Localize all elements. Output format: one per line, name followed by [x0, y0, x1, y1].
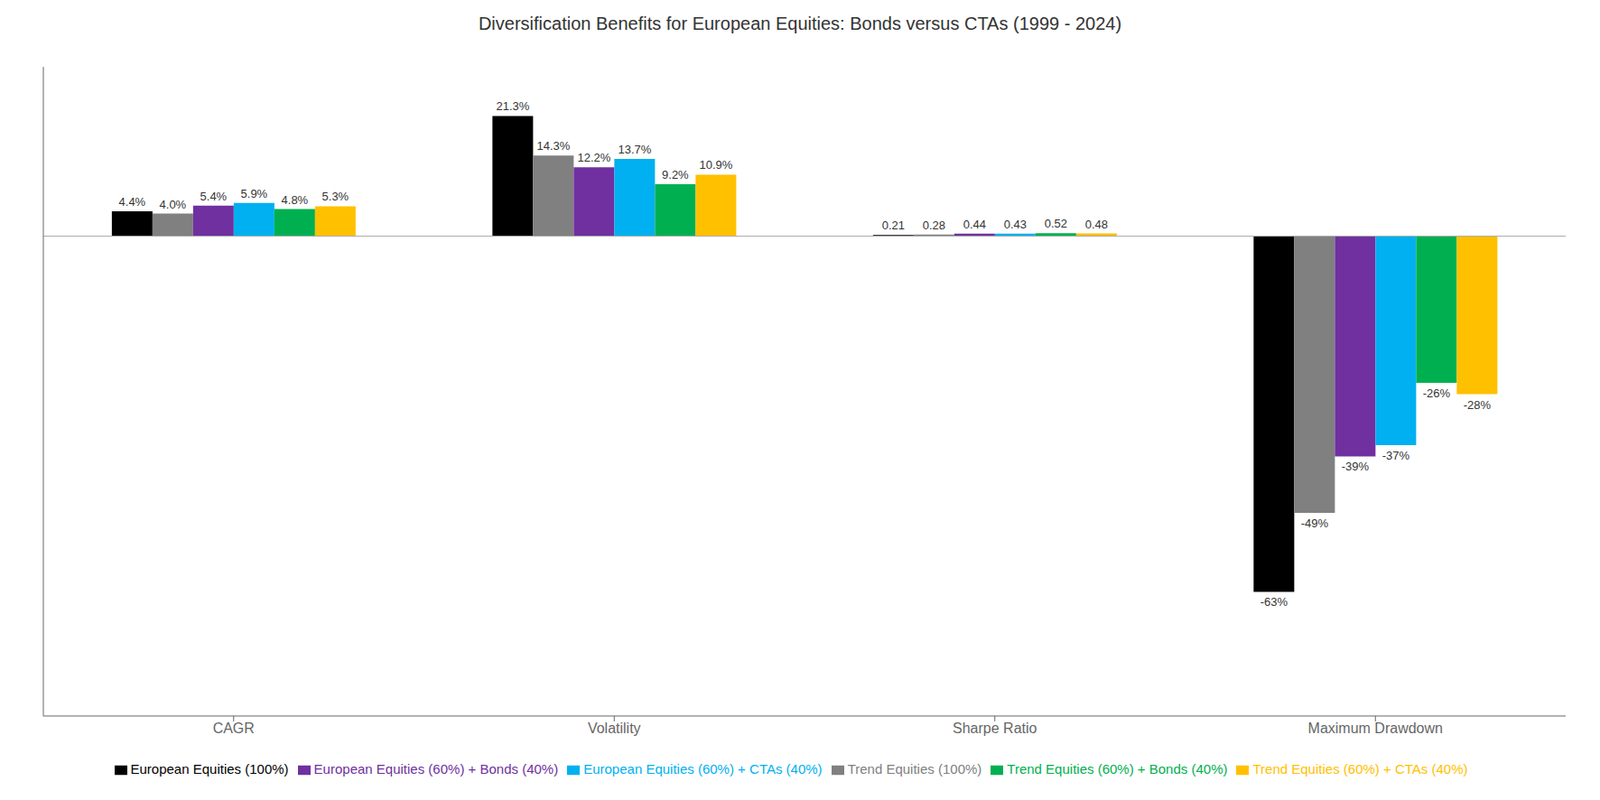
svg-text:9.2%: 9.2% [661, 167, 689, 182]
svg-text:4.4%: 4.4% [119, 195, 147, 209]
svg-text:10.9%: 10.9% [698, 158, 733, 172]
html-text:Diversification Benefits for E: Diversification Benefits for European Eq… [478, 13, 1122, 34]
svg-text:Sharpe Ratio: Sharpe Ratio [952, 720, 1037, 736]
svg-text:-49%: -49% [1301, 516, 1330, 531]
svg-text:0.21: 0.21 [882, 218, 905, 233]
svg-text:13.7%: 13.7% [617, 142, 652, 157]
svg-text:Maximum Drawdown: Maximum Drawdown [1308, 720, 1443, 736]
svg-text:21.3%: 21.3% [495, 99, 530, 113]
html-text:European Equities (60%) + Bond: European Equities (60%) + Bonds (40%) [313, 761, 559, 777]
svg-text:-63%: -63% [1260, 595, 1289, 609]
svg-text:4.8%: 4.8% [281, 193, 309, 207]
svg-text:12.2%: 12.2% [576, 150, 611, 165]
svg-text:-39%: -39% [1341, 459, 1370, 474]
html-text:Trend Equities (60%) + CTAs (4: Trend Equities (60%) + CTAs (40%) [1252, 761, 1468, 777]
svg-text:5.9%: 5.9% [241, 186, 269, 201]
html-text:European Equities (100%): European Equities (100%) [130, 761, 289, 777]
svg-text:0.44: 0.44 [963, 217, 987, 232]
svg-text:-26%: -26% [1423, 386, 1452, 400]
html-text:European Equities (60%) + CTAs: European Equities (60%) + CTAs (40%) [583, 761, 823, 777]
svg-text:-28%: -28% [1463, 398, 1492, 412]
svg-text:14.3%: 14.3% [536, 139, 570, 153]
svg-text:0.43: 0.43 [1004, 217, 1027, 232]
svg-text:4.0%: 4.0% [159, 197, 187, 212]
svg-text:0.52: 0.52 [1044, 216, 1068, 231]
html-text:Trend Equities (100%): Trend Equities (100%) [847, 761, 982, 777]
svg-text:CAGR: CAGR [213, 720, 255, 736]
svg-text:5.4%: 5.4% [200, 189, 228, 204]
html-text:Trend Equities (60%) + Bonds (: Trend Equities (60%) + Bonds (40%) [1007, 761, 1228, 777]
svg-text:5.3%: 5.3% [322, 189, 350, 204]
svg-text:Volatility: Volatility [587, 720, 642, 736]
svg-text:-37%: -37% [1382, 448, 1411, 463]
svg-text:0.48: 0.48 [1085, 217, 1108, 232]
svg-text:0.28: 0.28 [922, 218, 946, 233]
